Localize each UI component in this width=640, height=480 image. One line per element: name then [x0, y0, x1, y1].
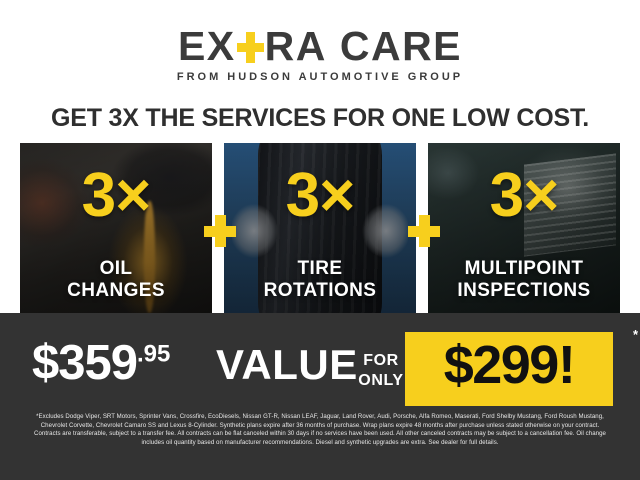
- service-panels: 3× OIL CHANGES 3× TIRE ROTATIONS: [0, 143, 640, 313]
- diagnostic-laptop-photo: [428, 143, 620, 313]
- logo-text-ra: RA: [264, 23, 327, 69]
- tire-held-photo: [224, 143, 416, 313]
- plus-cross-icon: [236, 32, 264, 63]
- service-quantity: 3×: [285, 161, 356, 230]
- service-label-line-2: ROTATIONS: [263, 279, 377, 301]
- service-panel-multipoint-inspections: 3× MULTIPOINT INSPECTIONS: [428, 143, 620, 313]
- service-panel-tire-rotations: 3× TIRE ROTATIONS: [224, 143, 416, 313]
- logo-text-care: CARE: [339, 23, 463, 69]
- plus-sign-icon: [408, 215, 440, 247]
- service-panel-content: 3× OIL CHANGES: [20, 143, 212, 313]
- service-label-line-1: MULTIPOINT: [464, 258, 584, 280]
- service-label: MULTIPOINT INSPECTIONS: [428, 258, 620, 301]
- original-value-dollars: $359: [32, 336, 138, 390]
- disclaimer-text: *Excludes Dodge Viper, SRT Motors, Sprin…: [34, 413, 606, 446]
- brand-tagline: FROM HUDSON AUTOMOTIVE GROUP: [176, 71, 464, 83]
- photo-scrim: [428, 143, 620, 313]
- logo-text-ex: EX: [177, 23, 236, 69]
- headline: GET 3X THE SERVICES FOR ONE LOW COST.: [50, 104, 590, 132]
- price-row: $359.95 VALUE FOR ONLY $299! *: [0, 327, 640, 406]
- brand-logo: EX RA CARE: [0, 26, 640, 67]
- plus-sign-icon: [204, 215, 236, 247]
- service-label-line-1: OIL: [99, 258, 133, 280]
- value-word: VALUE: [216, 341, 358, 388]
- sale-price: $299!: [443, 335, 576, 395]
- service-panel-oil-changes: 3× OIL CHANGES: [20, 143, 212, 313]
- service-label-line-2: INSPECTIONS: [457, 279, 591, 301]
- for-only-label: FOR ONLY: [350, 351, 412, 391]
- ad-header: EX RA CARE FROM HUDSON AUTOMOTIVE GROUP GE…: [0, 0, 640, 140]
- service-quantity: 3×: [489, 161, 560, 230]
- service-label-line-2: CHANGES: [67, 279, 165, 301]
- service-label: OIL CHANGES: [20, 258, 212, 301]
- price-band: $359.95 VALUE FOR ONLY $299! * *Excludes…: [0, 313, 640, 480]
- for-only-line-2: ONLY: [358, 372, 404, 389]
- photo-scrim: [20, 143, 212, 313]
- service-panel-content: 3× TIRE ROTATIONS: [224, 143, 416, 313]
- oil-pouring-photo: [20, 143, 212, 313]
- service-label-line-1: TIRE: [297, 258, 343, 280]
- original-value-price: $359.95: [32, 339, 170, 388]
- service-quantity: 3×: [81, 161, 152, 230]
- price-asterisk: *: [632, 327, 638, 342]
- original-value-cents: .95: [137, 340, 171, 368]
- photo-scrim: [224, 143, 416, 313]
- service-panel-content: 3× MULTIPOINT INSPECTIONS: [428, 143, 620, 313]
- sale-price-box: $299!: [405, 332, 613, 406]
- service-label: TIRE ROTATIONS: [224, 258, 416, 301]
- for-only-line-1: FOR: [363, 352, 399, 369]
